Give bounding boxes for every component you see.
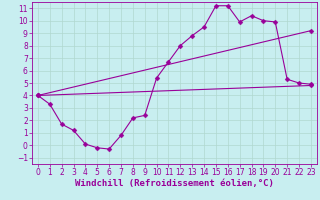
X-axis label: Windchill (Refroidissement éolien,°C): Windchill (Refroidissement éolien,°C) (75, 179, 274, 188)
